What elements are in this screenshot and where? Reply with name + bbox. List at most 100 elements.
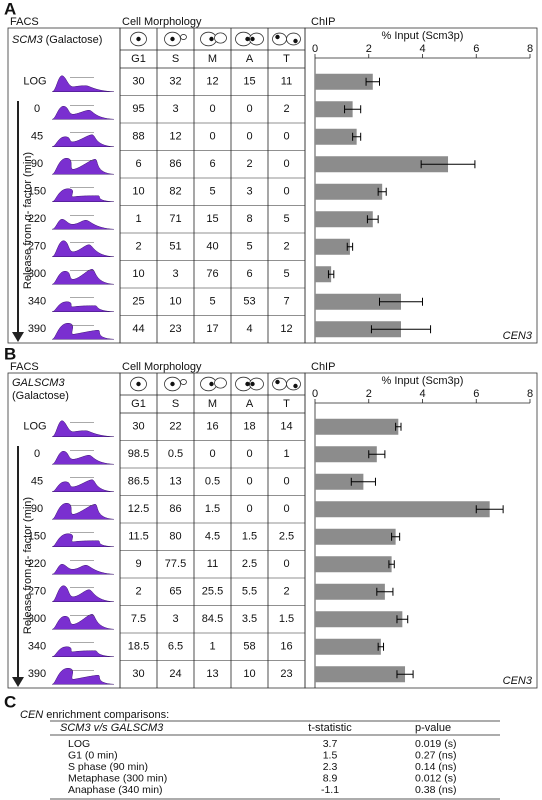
bar bbox=[315, 528, 396, 545]
facs-histogram bbox=[51, 450, 115, 465]
strain-name: SCM3 bbox=[12, 34, 43, 46]
morphology-value: 23 bbox=[280, 668, 292, 680]
row-label: 220 bbox=[28, 213, 46, 225]
morphology-value: 30 bbox=[132, 668, 144, 680]
row-label: 270 bbox=[28, 241, 46, 253]
table-header: SCM3 v/s GALSCM3 bbox=[60, 722, 164, 734]
morphology-value: 1 bbox=[283, 448, 289, 460]
morphology-value: 65 bbox=[169, 586, 181, 598]
strain-medium: (Galactose) bbox=[12, 390, 69, 402]
morphology-value: 18 bbox=[243, 421, 255, 433]
morphology-value: 80 bbox=[169, 531, 181, 543]
error-bar bbox=[352, 132, 362, 141]
morphology-value: 25 bbox=[132, 296, 144, 308]
morphology-value: 40 bbox=[206, 241, 218, 253]
row-label: 0 bbox=[34, 448, 40, 460]
morphology-value: 3 bbox=[172, 613, 178, 625]
table-cell: 0.019 (s) bbox=[415, 738, 456, 750]
bar bbox=[315, 321, 401, 338]
morphology-value: 11 bbox=[207, 558, 218, 570]
morphology-value: 0.5 bbox=[205, 476, 220, 488]
morphology-value: 16 bbox=[280, 641, 292, 653]
morphology-value: 14 bbox=[280, 421, 292, 433]
morphology-value: 0 bbox=[283, 186, 289, 198]
morphology-value: 11 bbox=[281, 76, 292, 88]
row-label: 390 bbox=[28, 668, 46, 680]
table-cell: Metaphase (300 min) bbox=[68, 772, 167, 784]
row-label: 270 bbox=[28, 586, 46, 598]
panel-letter: C bbox=[4, 692, 16, 711]
morphology-heading: Cell Morphology bbox=[122, 361, 202, 373]
row-label: LOG bbox=[23, 76, 46, 88]
bar bbox=[315, 128, 357, 145]
bar bbox=[315, 446, 377, 463]
nucleus-icon bbox=[170, 36, 175, 42]
error-bar bbox=[396, 670, 414, 679]
facs-histogram bbox=[51, 420, 115, 437]
error-bar bbox=[346, 242, 354, 251]
morphology-value: 0 bbox=[283, 503, 289, 515]
morphology-value: 2.5 bbox=[242, 558, 257, 570]
error-bar bbox=[396, 615, 409, 624]
arrow-head bbox=[12, 677, 24, 687]
morphology-value: 10 bbox=[132, 186, 144, 198]
cell-icon bbox=[286, 32, 301, 46]
error-bar bbox=[365, 77, 380, 86]
morphology-value: 53 bbox=[243, 296, 255, 308]
row-label: 150 bbox=[28, 531, 46, 543]
morphology-value: 12.5 bbox=[128, 503, 149, 515]
row-label: 220 bbox=[28, 558, 46, 570]
nucleus-icon bbox=[250, 381, 255, 387]
morphology-value: 86 bbox=[169, 158, 181, 170]
morphology-value: 0 bbox=[246, 131, 252, 143]
morphology-value: 16 bbox=[206, 421, 218, 433]
nucleus-icon bbox=[209, 36, 214, 42]
row-label: 90 bbox=[31, 158, 43, 170]
chart-title: % Input (Scm3p) bbox=[382, 30, 464, 42]
morphology-value: 9 bbox=[135, 558, 141, 570]
table-header: p-value bbox=[415, 722, 451, 734]
morphology-value: 15 bbox=[206, 213, 218, 225]
morphology-value: 2 bbox=[246, 158, 252, 170]
row-label: 340 bbox=[28, 641, 46, 653]
bar bbox=[315, 101, 353, 118]
morphology-value: 0 bbox=[209, 103, 215, 115]
morphology-value: 12 bbox=[169, 131, 181, 143]
cell-icon bbox=[200, 31, 217, 47]
morphology-value: 0 bbox=[283, 476, 289, 488]
error-bar bbox=[395, 422, 402, 431]
bar bbox=[315, 156, 449, 173]
x-tick-label: 8 bbox=[527, 43, 533, 55]
facs-histogram bbox=[51, 268, 115, 285]
error-bar bbox=[327, 270, 335, 279]
cell-icon bbox=[180, 34, 187, 40]
row-label: 45 bbox=[31, 131, 43, 143]
error-bar bbox=[377, 187, 387, 196]
nucleus-icon bbox=[245, 36, 250, 42]
morphology-value: 13 bbox=[169, 476, 181, 488]
facs-histogram bbox=[51, 322, 115, 340]
morphology-value: 5 bbox=[283, 213, 289, 225]
release-label: Release from α- factor (min) bbox=[22, 152, 34, 289]
bar bbox=[315, 73, 373, 90]
x-tick-label: 6 bbox=[473, 43, 479, 55]
morphology-value: 0 bbox=[209, 131, 215, 143]
morphology-value: 2 bbox=[283, 586, 289, 598]
x-tick-label: 2 bbox=[366, 388, 372, 400]
morphology-column: S bbox=[172, 398, 179, 410]
error-bar bbox=[475, 505, 504, 514]
morphology-value: 15 bbox=[243, 76, 255, 88]
morphology-value: 3 bbox=[172, 103, 178, 115]
morphology-value: 23 bbox=[169, 323, 181, 335]
strain-name: GALSCM3 bbox=[12, 377, 65, 389]
table-cell: S phase (90 min) bbox=[68, 761, 148, 773]
bar bbox=[315, 666, 406, 683]
bar bbox=[315, 638, 381, 655]
nucleus-icon bbox=[250, 36, 255, 42]
x-tick-label: 4 bbox=[419, 43, 425, 55]
morphology-value: 30 bbox=[132, 76, 144, 88]
morphology-value: 5 bbox=[209, 186, 215, 198]
cell-icon bbox=[286, 377, 301, 391]
morphology-value: 0 bbox=[246, 448, 252, 460]
title-italic: CEN bbox=[20, 709, 43, 721]
